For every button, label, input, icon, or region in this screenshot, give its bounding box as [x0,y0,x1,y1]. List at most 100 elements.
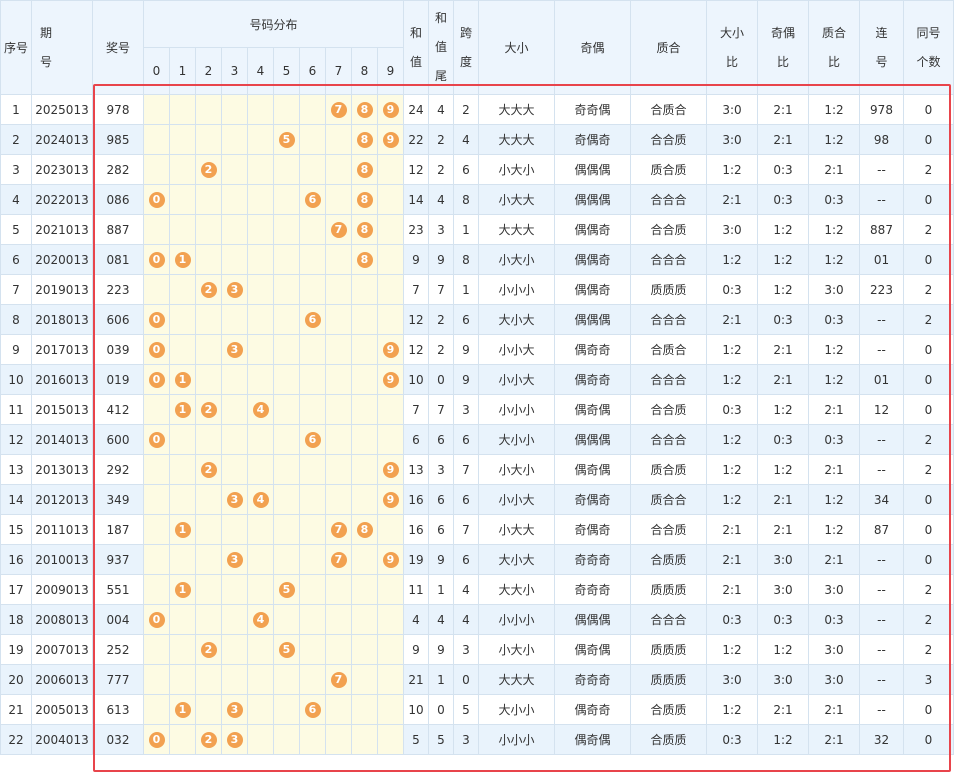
digit-ball: 3 [226,701,243,718]
digit-cell-9 [377,424,404,455]
span-cell: 1 [453,274,479,305]
digit-cell-4 [247,454,274,485]
digit-ball: 1 [174,701,191,718]
size-pattern-cell: 小大小 [478,634,555,665]
table-row: 16 2010013 937 3 7 9 19 9 6 大小大 奇奇奇 合质质 2:1 3:0 2:1 -- 0 [0,544,954,575]
digit-ball: 1 [174,401,191,418]
table-row: 14 2012013 349 3 4 9 16 6 6 小小大 奇偶奇 质合合 1:2 2:1 1:2 34 0 [0,484,954,515]
digit-cell-7 [325,634,352,665]
digit-cell-5 [273,544,300,575]
digit-cell-6 [299,484,326,515]
digit-header-5: 5 [273,47,300,95]
prime-cell: 质质质 [630,634,707,665]
digit-cell-0: 0 [143,184,170,215]
odd-even-cell: 偶奇偶 [554,724,631,755]
odd-even-ratio-cell: 0:3 [757,604,809,635]
digit-cell-9 [377,394,404,425]
digit-cell-6 [299,574,326,605]
digit-ball: 4 [252,491,269,508]
prize-cell: 887 [92,214,144,245]
digit-cell-5 [273,364,300,395]
col-distribution: 号码分布 [143,0,404,48]
prime-cell: 合合质 [630,514,707,545]
same-count-cell: 0 [903,184,954,215]
digit-cell-3: 3 [221,274,248,305]
digit-cell-9: 9 [377,484,404,515]
digit-cell-1 [169,184,196,215]
digit-cell-1: 1 [169,514,196,545]
sum-cell: 23 [403,214,429,245]
digit-cell-1 [169,664,196,695]
digit-cell-7 [325,484,352,515]
digit-cell-1 [169,424,196,455]
col-oe-ratio: 奇偶比 [757,0,809,95]
digit-cell-5: 5 [273,574,300,605]
consecutive-cell: 01 [859,364,904,395]
digit-cell-9 [377,694,404,725]
consecutive-cell: 12 [859,394,904,425]
odd-even-ratio-cell: 2:1 [757,124,809,155]
digit-cell-6: 6 [299,694,326,725]
digit-cell-4 [247,124,274,155]
sum-cell: 6 [403,424,429,455]
period-cell: 2024013 [31,124,93,155]
digit-cell-3: 3 [221,724,248,755]
digit-cell-1: 1 [169,244,196,275]
digit-cell-1 [169,154,196,185]
size-ratio-cell: 2:1 [706,184,758,215]
col-period[interactable]: 期 号 排序 ▲▼ [31,0,93,95]
digit-cell-6 [299,664,326,695]
sum-tail-cell: 6 [428,514,454,545]
digit-ball: 1 [174,521,191,538]
prime-ratio-cell: 1:2 [808,244,860,275]
digit-header-1: 1 [169,47,196,95]
consecutive-cell: 98 [859,124,904,155]
sum-cell: 19 [403,544,429,575]
digit-cell-7 [325,364,352,395]
digit-cell-6 [299,274,326,305]
prime-cell: 合质合 [630,334,707,365]
table-row: 3 2023013 282 2 8 12 2 6 小大小 偶偶偶 质合质 1:2 0:3 2:1 -- 2 [0,154,954,185]
col-sumtail: 和值尾 [428,0,454,95]
period-cell: 2025013 [31,94,93,125]
same-count-cell: 0 [903,724,954,755]
digit-cell-7: 7 [325,544,352,575]
same-count-cell: 3 [903,664,954,695]
table-row: 19 2007013 252 2 5 9 9 3 小大小 偶奇偶 质质质 1:2 1:2 3:0 -- 2 [0,634,954,665]
period-cell: 2009013 [31,574,93,605]
digit-cell-8 [351,694,378,725]
prime-ratio-cell: 1:2 [808,514,860,545]
size-pattern-cell: 大小小 [478,424,555,455]
odd-even-cell: 奇偶奇 [554,124,631,155]
consecutive-cell: 978 [859,94,904,125]
digit-ball: 9 [382,101,399,118]
prize-cell: 081 [92,244,144,275]
digit-ball: 1 [174,371,191,388]
prime-cell: 合质质 [630,544,707,575]
seq-cell: 21 [0,694,32,725]
odd-even-ratio-cell: 0:3 [757,154,809,185]
digit-cell-7 [325,304,352,335]
digit-ball: 3 [226,731,243,748]
digit-cell-3 [221,454,248,485]
digit-cell-2 [195,664,222,695]
digit-ball: 0 [148,731,165,748]
same-count-cell: 2 [903,274,954,305]
sum-cell: 12 [403,334,429,365]
digit-cell-9: 9 [377,94,404,125]
digit-cell-3 [221,304,248,335]
seq-cell: 3 [0,154,32,185]
same-count-cell: 0 [903,124,954,155]
digit-cell-3 [221,574,248,605]
sum-cell: 5 [403,724,429,755]
sum-cell: 12 [403,304,429,335]
digit-cell-3 [221,184,248,215]
digit-cell-0 [143,154,170,185]
digit-cell-7 [325,574,352,605]
seq-cell: 16 [0,544,32,575]
digit-cell-0: 0 [143,334,170,365]
digit-cell-2 [195,424,222,455]
digit-cell-6 [299,94,326,125]
odd-even-cell: 偶偶奇 [554,274,631,305]
prime-ratio-cell: 1:2 [808,484,860,515]
